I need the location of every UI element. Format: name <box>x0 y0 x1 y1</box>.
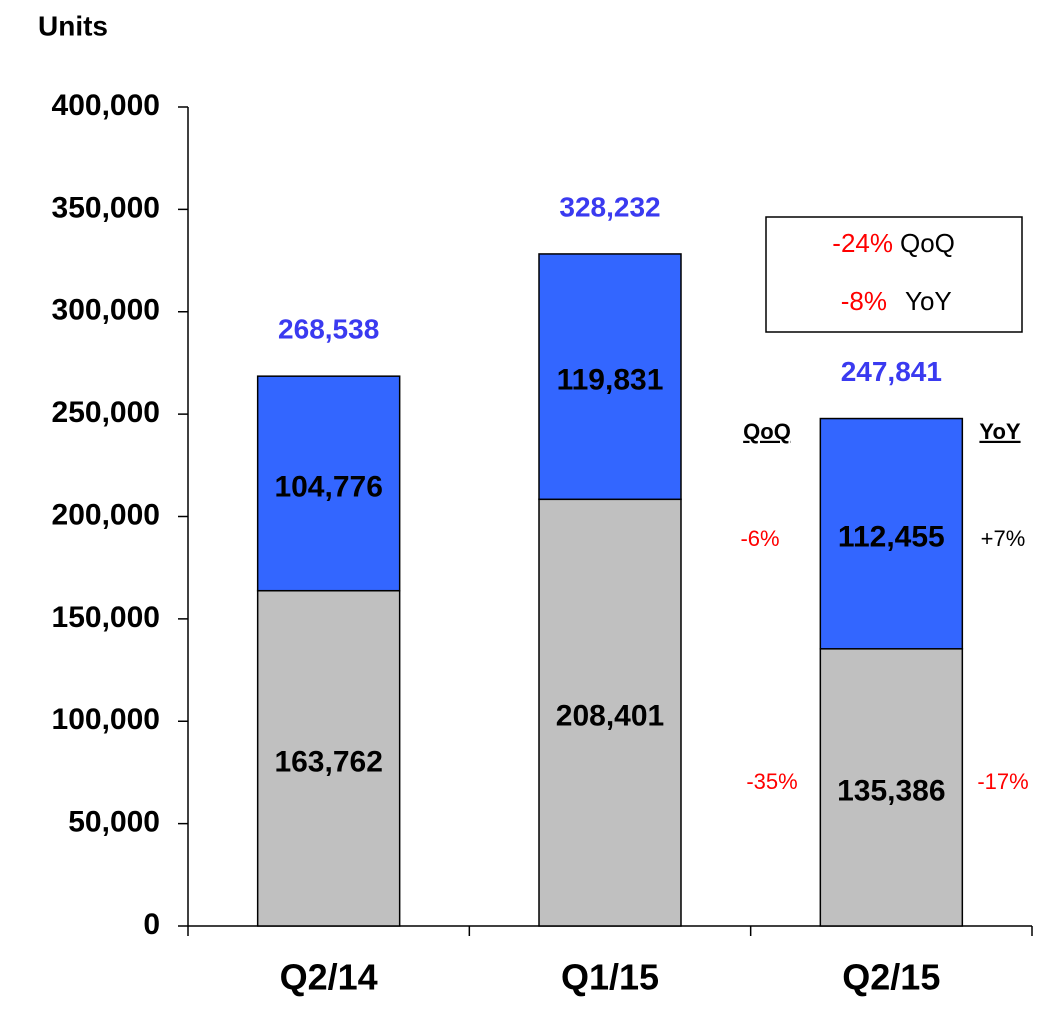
total-label: 328,232 <box>559 191 660 222</box>
bar-segment <box>819 648 964 927</box>
x-tick-label: Q2/14 <box>280 957 378 998</box>
annotation: -24% <box>832 228 893 258</box>
bar-segment <box>256 589 401 927</box>
y-tick-label: 400,000 <box>52 89 160 122</box>
annotation: QoQ <box>743 419 791 444</box>
bar-segment <box>256 375 401 592</box>
y-tick-label: 300,000 <box>52 294 160 327</box>
bar-label: 163,762 <box>274 745 382 778</box>
bar-label: 135,386 <box>837 774 945 807</box>
y-tick-label: 200,000 <box>52 498 160 531</box>
annotation: -8% <box>841 286 887 316</box>
y-tick-label: 50,000 <box>68 806 160 839</box>
annotation: -17% <box>977 769 1028 794</box>
x-tick-label: Q2/15 <box>842 957 940 998</box>
bar-label: 119,831 <box>557 364 664 397</box>
y-tick-label: 100,000 <box>52 703 160 736</box>
annotation: -35% <box>746 769 797 794</box>
y-tick-label: 0 <box>143 908 160 941</box>
annotation: YoY <box>979 419 1020 444</box>
total-label: 268,538 <box>278 314 379 345</box>
bar-segment <box>538 253 682 501</box>
y-tick-label: 150,000 <box>52 601 160 634</box>
y-tick-label: 350,000 <box>52 191 160 224</box>
bar-label: 104,776 <box>274 470 382 503</box>
annotation: -6% <box>740 526 779 551</box>
bar-segment <box>538 498 682 927</box>
y-tick-label: 250,000 <box>52 396 160 429</box>
y-axis-label: Units <box>38 10 108 41</box>
bar-label: 112,455 <box>838 521 945 554</box>
x-tick-label: Q1/15 <box>561 957 659 998</box>
summary-box <box>765 216 1023 333</box>
annotation: QoQ <box>900 228 955 258</box>
annotation: YoY <box>905 286 952 316</box>
total-label: 247,841 <box>841 356 942 387</box>
bar-segment <box>819 417 964 650</box>
annotation: +7% <box>981 526 1026 551</box>
bar-label: 208,401 <box>556 700 664 733</box>
